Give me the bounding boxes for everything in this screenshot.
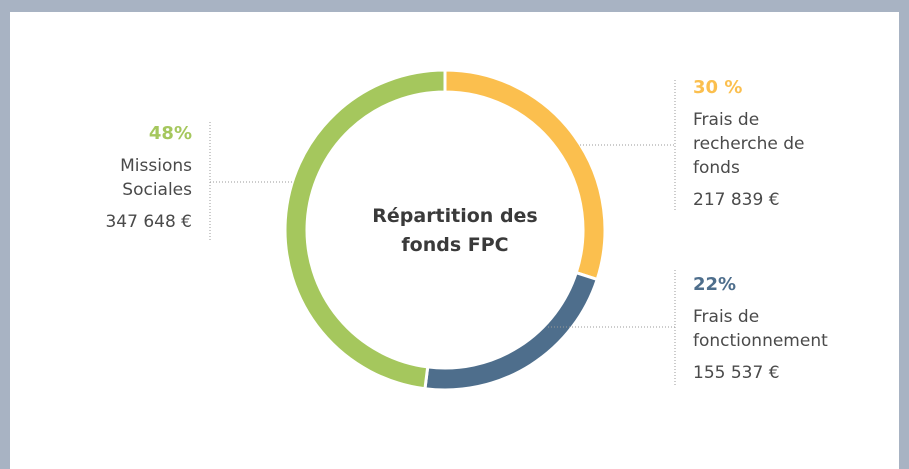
donut-segment [423, 270, 600, 392]
card: Répartition des fonds FPC 30 % Frais de r… [10, 12, 899, 469]
value-label: 22% [693, 274, 737, 295]
amount-label: 155 537 € [693, 363, 780, 383]
value-label: 48% [148, 123, 192, 144]
category-label: Missions Sociales [120, 156, 192, 200]
amount-label: 347 648 € [105, 212, 192, 232]
amount-label: 217 839 € [693, 190, 780, 210]
category-label: Frais de recherche de fonds [693, 110, 805, 178]
category-label: Frais de fonctionnement [693, 307, 828, 351]
chart [209, 68, 676, 392]
segment-label: 30 % Frais de recherche de fonds 217 839 € [693, 76, 813, 212]
chart-title: Répartition des fonds FPC [372, 205, 538, 256]
segment-label: 48% Missions Sociales 347 648 € [70, 122, 192, 234]
donut-segment [283, 68, 447, 391]
segment-label: 22% Frais de fonctionnement 155 537 € [693, 273, 883, 385]
value-label: 30 % [693, 77, 743, 98]
